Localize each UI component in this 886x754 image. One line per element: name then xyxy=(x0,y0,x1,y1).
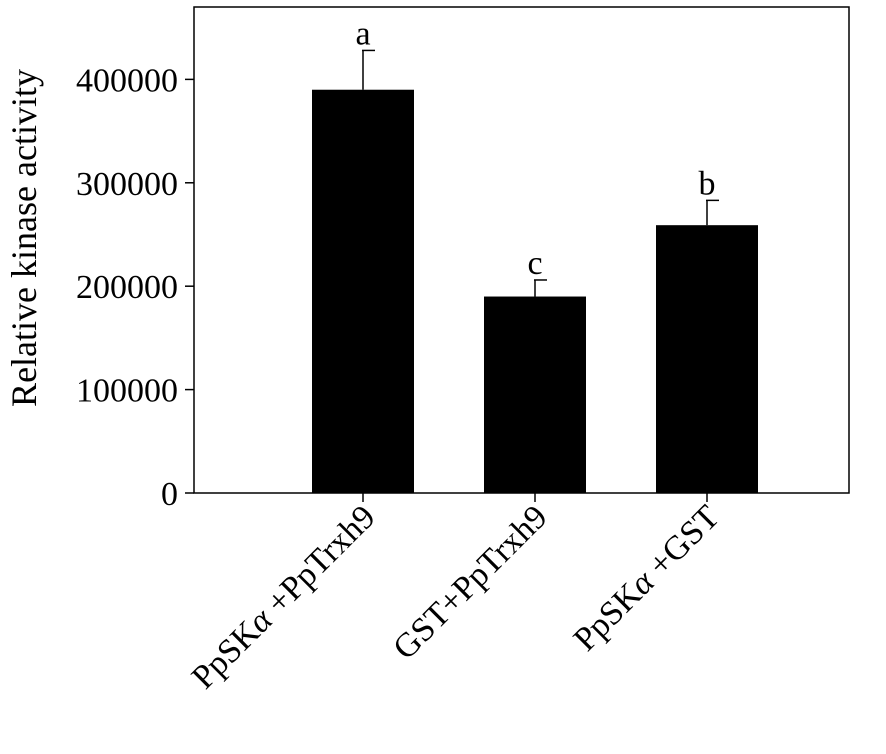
bar xyxy=(656,225,758,493)
significance-labels-layer: a c b xyxy=(355,15,715,282)
significance-label: c xyxy=(527,245,542,282)
x-tick-label: PpSKα +PpTrxh9 xyxy=(185,498,383,696)
y-ticks-layer: 0 100000 200000 300000 400000 xyxy=(76,62,194,513)
y-tick-label: 300000 xyxy=(76,166,178,203)
error-bars-layer xyxy=(362,49,719,297)
y-tick-label: 100000 xyxy=(76,373,178,410)
y-tick-label: 0 xyxy=(161,476,178,513)
y-tick-label: 400000 xyxy=(76,62,178,99)
significance-label: a xyxy=(355,15,370,52)
y-axis-title: Relative kinase activity xyxy=(4,69,44,407)
y-tick-label: 200000 xyxy=(76,269,178,306)
x-tick-label: GST+PpTrxh9 xyxy=(386,498,554,666)
x-tick-label: PpSKα +GST xyxy=(567,498,727,658)
bars-layer xyxy=(312,89,758,494)
plot-frame xyxy=(193,6,850,494)
bar xyxy=(312,89,414,494)
x-ticks-layer: PpSKα +PpTrxh9 GST+PpTrxh9 PpSKα +GST xyxy=(185,493,727,696)
significance-label: b xyxy=(699,165,716,202)
bar xyxy=(484,296,586,493)
